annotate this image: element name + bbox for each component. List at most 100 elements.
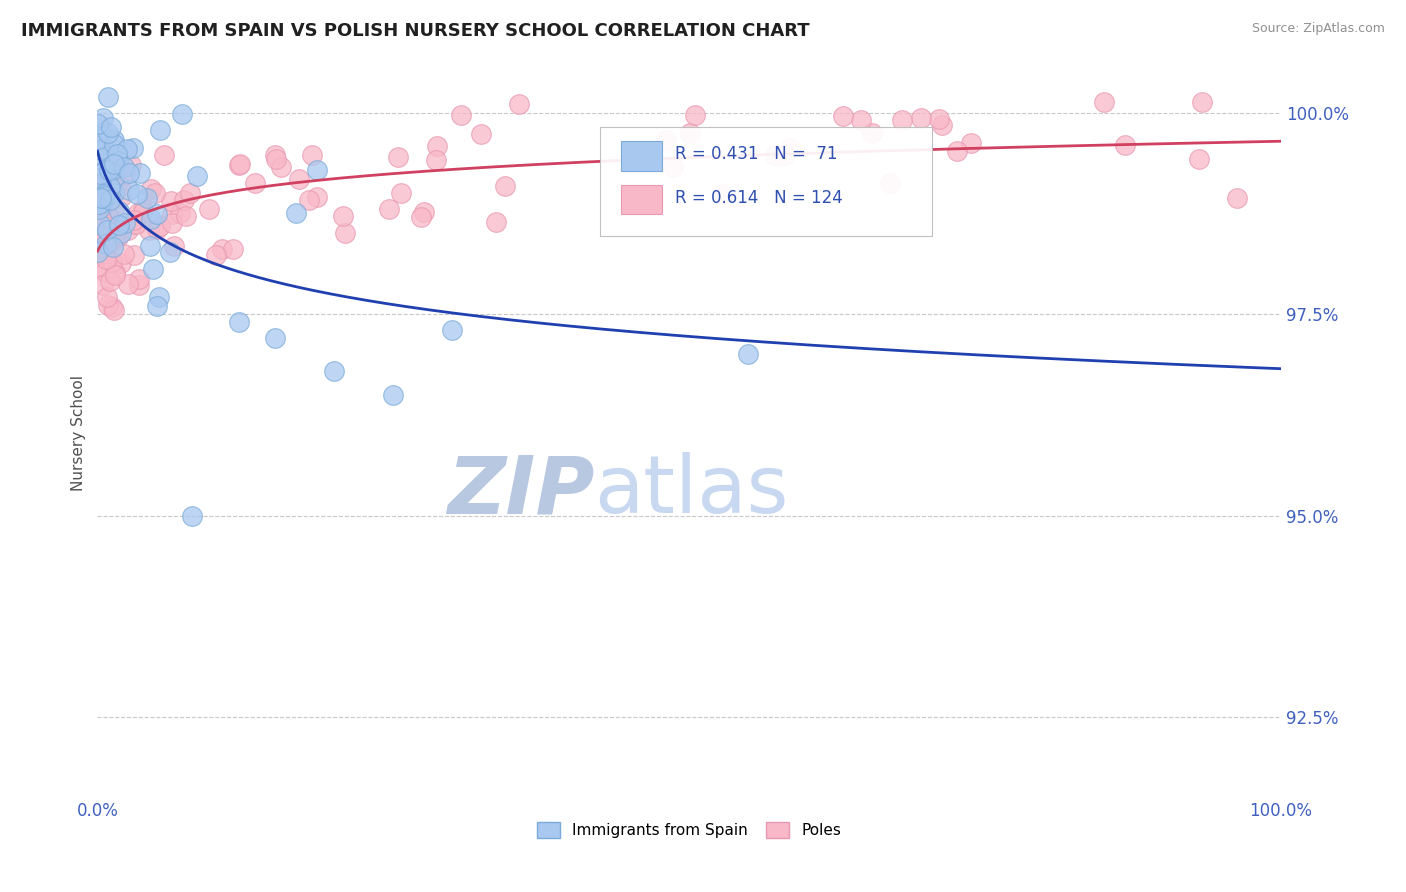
Point (90, 195, 112, 210)
Point (931, 118, 953, 132)
Point (93, 112, 115, 126)
Point (174, 209, 197, 223)
Point (323, 363, 346, 377)
Point (335, 226, 357, 240)
Point (205, 247, 228, 261)
Point (131, 205, 153, 219)
Text: atlas: atlas (595, 452, 789, 531)
Point (91, 144, 114, 158)
Point (112, 247, 135, 261)
Point (179, 186, 201, 200)
Point (120, 158, 142, 172)
Point (128, 278, 150, 293)
Point (162, 216, 184, 230)
Point (87, 165, 110, 179)
Text: R = 0.614   N = 124: R = 0.614 N = 124 (675, 188, 842, 207)
Point (114, 216, 136, 230)
Point (104, 162, 127, 177)
Point (1092, 95, 1115, 109)
Point (378, 202, 401, 217)
Point (90, 226, 112, 240)
Point (91, 247, 114, 261)
Point (270, 160, 292, 174)
Point (104, 268, 127, 283)
Point (91, 278, 114, 293)
Point (98, 179, 121, 194)
Point (97, 126, 120, 140)
Point (100, 120, 122, 135)
Point (100, 255, 122, 269)
Point (173, 193, 195, 207)
Point (426, 139, 449, 153)
Point (127, 187, 149, 202)
FancyBboxPatch shape (600, 127, 932, 236)
Point (409, 210, 432, 224)
Point (655, 133, 678, 147)
Point (98, 210, 121, 224)
Point (87, 175, 110, 189)
Point (860, 127, 883, 141)
Point (93, 141, 115, 155)
Point (93, 189, 115, 203)
Point (87, 132, 110, 146)
Point (229, 157, 252, 171)
Point (90, 191, 112, 205)
Point (301, 148, 323, 162)
Point (198, 202, 221, 216)
Bar (620, 142, 662, 170)
Point (96, 252, 118, 266)
Point (763, 147, 786, 161)
Point (122, 248, 145, 262)
Point (97, 89, 120, 103)
Point (105, 146, 128, 161)
Point (104, 228, 127, 243)
Point (98, 274, 121, 288)
Point (779, 141, 801, 155)
Point (100, 219, 122, 234)
Point (87, 245, 110, 260)
Point (110, 256, 132, 270)
Point (228, 315, 250, 329)
Point (90, 169, 112, 184)
Point (94, 197, 117, 211)
Point (332, 209, 354, 223)
Point (103, 170, 125, 185)
Point (142, 262, 165, 277)
Point (96, 216, 118, 230)
Point (89, 143, 111, 157)
Point (139, 239, 162, 253)
Point (103, 234, 125, 248)
Point (94, 265, 117, 279)
Point (160, 194, 183, 208)
Point (98, 163, 121, 178)
Point (89, 259, 111, 273)
Point (110, 226, 132, 240)
Point (288, 171, 311, 186)
Point (108, 203, 131, 218)
Point (737, 347, 759, 361)
Point (103, 134, 125, 148)
Point (222, 242, 245, 256)
Point (101, 300, 124, 314)
Point (100, 219, 122, 234)
Point (125, 217, 148, 231)
Point (97, 222, 120, 236)
Point (159, 245, 181, 260)
Point (118, 165, 141, 179)
Point (508, 96, 530, 111)
Point (122, 141, 145, 155)
Point (112, 168, 135, 182)
Point (264, 148, 287, 162)
Point (485, 215, 508, 229)
Point (181, 508, 204, 523)
Point (98, 252, 121, 266)
Point (122, 213, 145, 227)
Point (211, 243, 233, 257)
Point (387, 150, 409, 164)
Point (96, 228, 118, 243)
Point (228, 158, 250, 172)
Point (112, 161, 135, 175)
Text: Source: ZipAtlas.com: Source: ZipAtlas.com (1251, 22, 1385, 36)
Point (890, 113, 912, 128)
Point (97, 298, 120, 312)
